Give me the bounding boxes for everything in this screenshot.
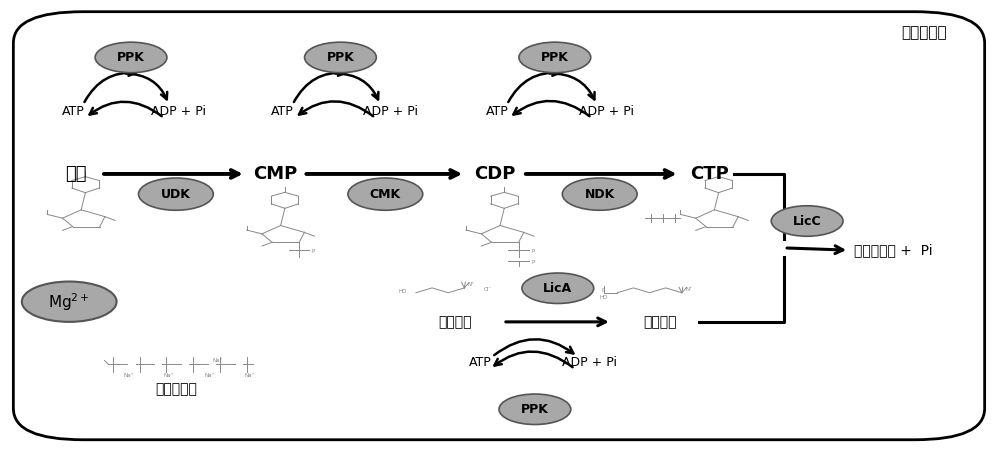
Text: 反应体系内: 反应体系内 bbox=[901, 25, 947, 40]
Text: PPK: PPK bbox=[327, 51, 354, 64]
Text: 磷酸胆碱: 磷酸胆碱 bbox=[643, 315, 676, 329]
Ellipse shape bbox=[522, 273, 594, 304]
Ellipse shape bbox=[139, 178, 213, 210]
Ellipse shape bbox=[22, 281, 117, 322]
Text: ADP + Pi: ADP + Pi bbox=[579, 105, 634, 118]
Text: P: P bbox=[312, 249, 315, 254]
Text: ATP: ATP bbox=[486, 105, 508, 118]
Text: ATP: ATP bbox=[271, 105, 294, 118]
Text: NDK: NDK bbox=[585, 188, 615, 201]
Text: Mg$^{2+}$: Mg$^{2+}$ bbox=[48, 291, 90, 313]
Text: HO: HO bbox=[600, 295, 608, 300]
Ellipse shape bbox=[95, 42, 167, 73]
Text: P: P bbox=[531, 249, 535, 254]
Ellipse shape bbox=[562, 178, 637, 210]
FancyBboxPatch shape bbox=[13, 12, 985, 440]
Text: Na⁺: Na⁺ bbox=[124, 373, 134, 377]
Ellipse shape bbox=[305, 42, 376, 73]
Ellipse shape bbox=[519, 42, 591, 73]
Text: LicA: LicA bbox=[543, 282, 572, 295]
Text: Na⁺: Na⁺ bbox=[212, 359, 223, 364]
Text: ATP: ATP bbox=[62, 105, 85, 118]
Text: Na⁺: Na⁺ bbox=[164, 373, 174, 377]
Text: 六偏磷酸钓: 六偏磷酸钓 bbox=[155, 382, 197, 396]
Text: 胞苷: 胞苷 bbox=[65, 165, 87, 183]
Text: UDK: UDK bbox=[161, 188, 191, 201]
Text: N⁺: N⁺ bbox=[468, 282, 475, 287]
Text: ADP + Pi: ADP + Pi bbox=[151, 105, 206, 118]
Text: N⁺: N⁺ bbox=[685, 287, 692, 292]
Text: CMP: CMP bbox=[254, 165, 298, 183]
Text: Na⁺: Na⁺ bbox=[245, 373, 255, 377]
Ellipse shape bbox=[499, 394, 571, 424]
Text: PPK: PPK bbox=[117, 51, 145, 64]
Ellipse shape bbox=[348, 178, 423, 210]
Text: ADP + Pi: ADP + Pi bbox=[363, 105, 418, 118]
Text: P: P bbox=[601, 288, 604, 293]
Text: HO: HO bbox=[399, 289, 407, 294]
Text: P: P bbox=[531, 260, 535, 265]
Text: PPK: PPK bbox=[541, 51, 569, 64]
Text: LicC: LicC bbox=[793, 215, 821, 227]
Text: CTP: CTP bbox=[690, 165, 729, 183]
Text: 氮化胆碱: 氮化胆碱 bbox=[438, 315, 472, 329]
Ellipse shape bbox=[771, 206, 843, 236]
Text: CMK: CMK bbox=[370, 188, 401, 201]
Text: ADP + Pi: ADP + Pi bbox=[562, 356, 617, 369]
Text: ATP: ATP bbox=[469, 356, 491, 369]
Text: 胞二磷胆碱 +  Pi: 胞二磷胆碱 + Pi bbox=[854, 243, 933, 257]
Text: CDP: CDP bbox=[474, 165, 516, 183]
Text: Cl⁻: Cl⁻ bbox=[484, 287, 492, 292]
Text: Na⁺: Na⁺ bbox=[204, 373, 215, 377]
Text: PPK: PPK bbox=[521, 403, 549, 416]
